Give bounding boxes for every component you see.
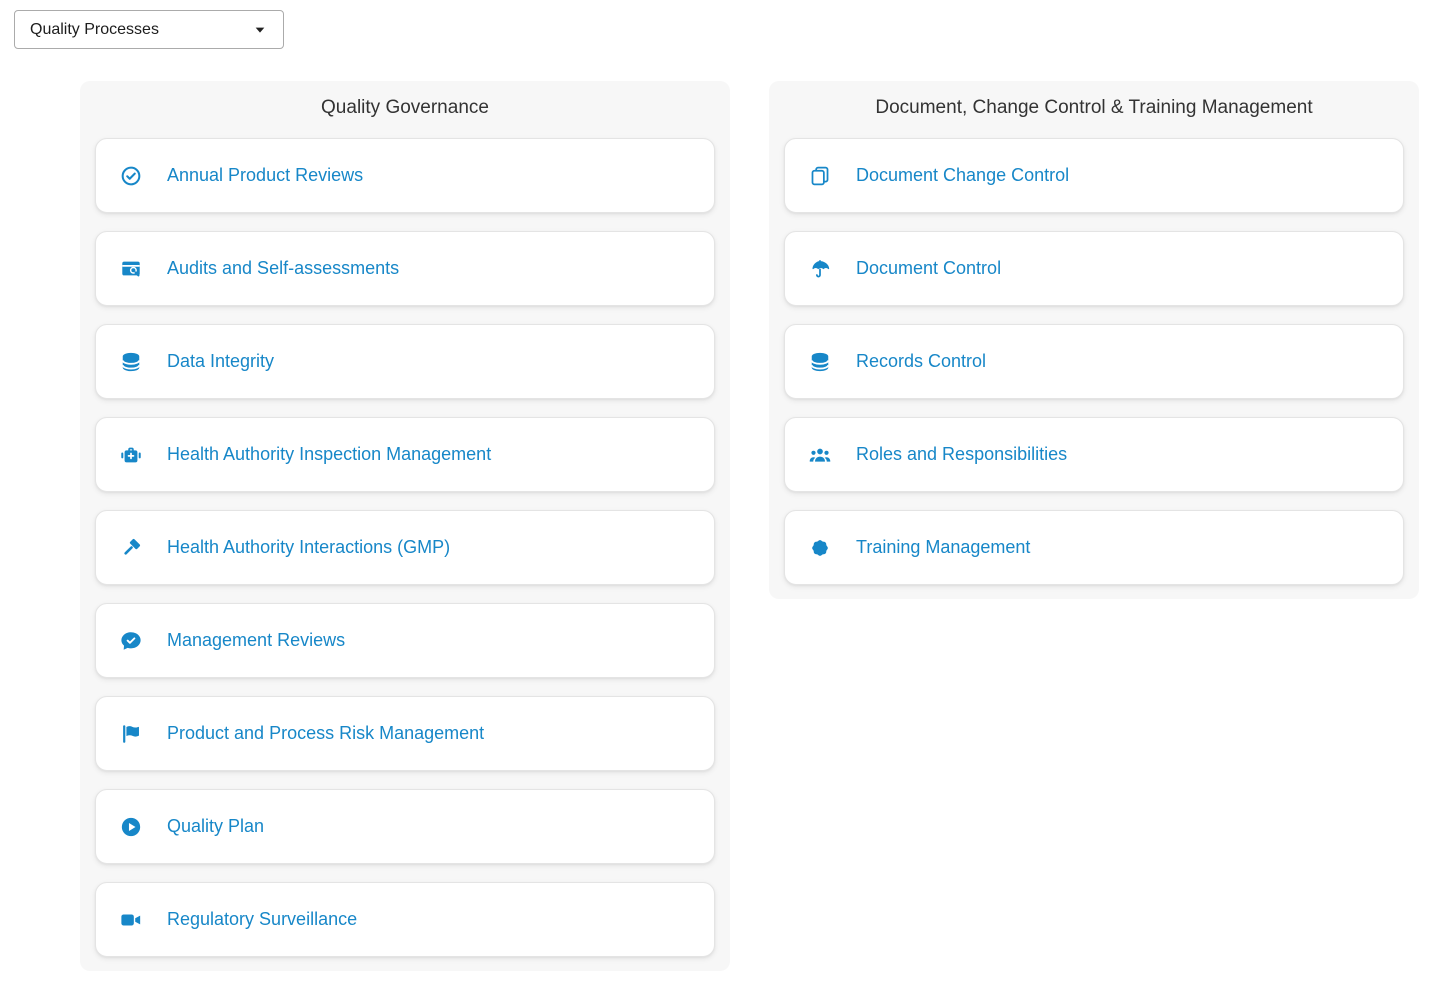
process-card[interactable]: Annual Product Reviews [95,138,715,213]
panel-cards: Document Change Control Document Control… [784,138,1404,585]
audit-box-search-icon [120,258,142,280]
process-card[interactable]: Document Change Control [784,138,1404,213]
process-card[interactable]: Document Control [784,231,1404,306]
process-panels: Quality Governance Annual Product Review… [80,81,1419,971]
process-card-label: Roles and Responsibilities [856,444,1068,464]
video-camera-icon [120,909,142,931]
copy-document-icon [809,165,831,187]
process-card[interactable]: Roles and Responsibilities [784,417,1404,492]
process-selector-dropdown[interactable]: Quality Processes [14,10,284,49]
play-circle-icon [120,816,142,838]
comment-check-icon [120,630,142,652]
panel-title: Quality Governance [321,97,489,118]
caret-down-icon [252,22,268,38]
check-circle-icon [120,165,142,187]
process-card-label: Product and Process Risk Management [167,723,485,743]
process-card-label: Management Reviews [167,630,346,650]
process-panel: Document, Change Control & Training Mana… [769,81,1419,599]
process-card-label: Data Integrity [167,351,275,371]
process-card-label: Health Authority Inspection Management [167,444,492,464]
process-card[interactable]: Audits and Self-assessments [95,231,715,306]
process-card[interactable]: Quality Plan [95,789,715,864]
panel-cards: Annual Product Reviews Audits and Self-a… [95,138,715,957]
process-card-label: Records Control [856,351,987,371]
umbrella-icon [809,258,831,280]
process-card[interactable]: Product and Process Risk Management [95,696,715,771]
process-card-label: Health Authority Interactions (GMP) [167,537,451,557]
process-card-label: Quality Plan [167,816,265,836]
process-card-label: Audits and Self-assessments [167,258,400,278]
process-card[interactable]: Management Reviews [95,603,715,678]
users-icon [809,444,831,466]
process-card-label: Annual Product Reviews [167,165,364,185]
panel-title: Document, Change Control & Training Mana… [875,97,1313,118]
certificate-badge-icon [809,537,831,559]
gavel-icon [120,537,142,559]
database-icon [120,351,142,373]
process-card[interactable]: Training Management [784,510,1404,585]
medical-kit-icon [120,444,142,466]
process-card[interactable]: Health Authority Interactions (GMP) [95,510,715,585]
process-card-label: Regulatory Surveillance [167,909,358,929]
flag-icon [120,723,142,745]
process-selector-value: Quality Processes [30,20,159,38]
process-card[interactable]: Data Integrity [95,324,715,399]
process-card[interactable]: Regulatory Surveillance [95,882,715,957]
database-icon [809,351,831,373]
process-card-label: Document Control [856,258,1002,278]
process-card[interactable]: Health Authority Inspection Management [95,417,715,492]
process-card-label: Training Management [856,537,1031,557]
process-card[interactable]: Records Control [784,324,1404,399]
process-panel: Quality Governance Annual Product Review… [80,81,730,971]
process-card-label: Document Change Control [856,165,1070,185]
